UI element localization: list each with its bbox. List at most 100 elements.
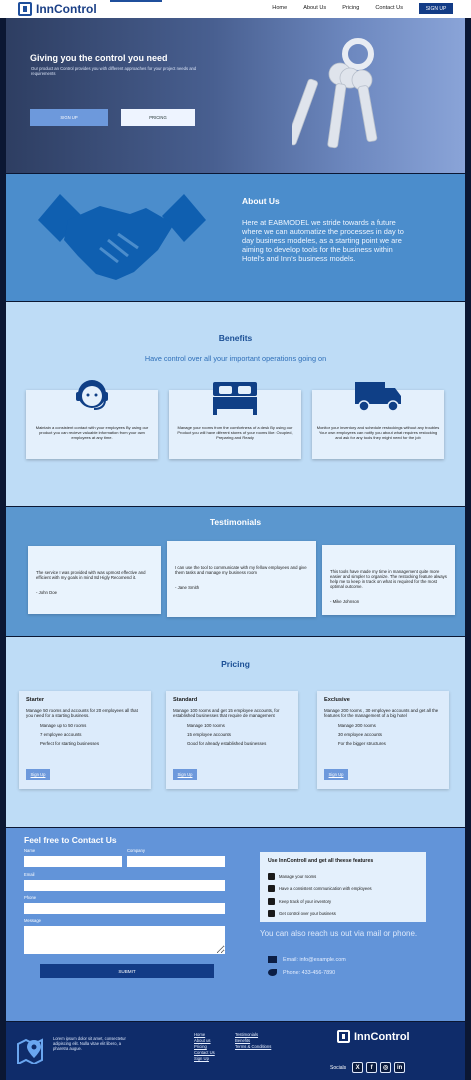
footer: Lorem ipsum dolor sit amet, consectetur … — [6, 1022, 465, 1080]
plan-signup-button[interactable]: Sign Up — [324, 769, 348, 780]
footer-link-contact[interactable]: Contact Us — [194, 1049, 215, 1055]
plan-feature: Good for already established businesses — [187, 741, 267, 747]
name-input[interactable] — [24, 856, 122, 867]
about-body: Here at EABMODEL we stride towards a fut… — [242, 218, 404, 263]
message-textarea[interactable] — [24, 926, 225, 954]
brand-name: InnControl — [36, 2, 97, 16]
pricing-card-exclusive: Exclusive Manage 200 rooms , 30 employee… — [317, 691, 449, 789]
nav-signup-button[interactable]: SIGN UP — [419, 3, 453, 14]
footer-link-pricing[interactable]: Pricing — [194, 1043, 207, 1049]
benefits-subtitle: Have control over all your important ope… — [144, 354, 327, 363]
contact-phone-text: Phone: 433-456-7890 — [283, 969, 336, 976]
plan-feature: 30 employee accounts — [338, 731, 382, 737]
plan-feature: Manage 200 rooms — [338, 722, 376, 728]
phone-icon — [268, 969, 277, 976]
feature-label: Have a consistent communication with emp… — [279, 886, 372, 892]
plan-feature: Manage 100 rooms — [187, 722, 225, 728]
testimonial-quote: This tools have made my time in manageme… — [330, 569, 447, 589]
nav-accent-strip — [110, 0, 162, 2]
testimonial-author: - Jane Smith — [175, 585, 200, 590]
footer-link-benefits[interactable]: Benefits — [235, 1037, 251, 1043]
plan-description: Manage 50 rooms and accounts for 20 empl… — [26, 708, 138, 719]
facebook-icon[interactable]: f — [366, 1062, 378, 1073]
nav-links: Home About Us Pricing Contact Us — [272, 5, 403, 11]
feature-label: Get control over your business — [279, 911, 336, 917]
footer-text: Lorem ipsum dolor sit amet, consectetur … — [53, 1036, 126, 1051]
linkedin-icon[interactable]: in — [394, 1062, 406, 1073]
company-label: Company — [127, 848, 145, 853]
contact-title: Feel free to Contact Us — [24, 835, 117, 845]
testimonial-author: - Mike Johnson — [330, 599, 360, 604]
hero-title: Giving you the control you need — [30, 53, 168, 63]
feature-label: Keep track of your inventory — [279, 898, 332, 904]
plan-feature: For the bigger structures — [338, 741, 386, 747]
footer-link-testimonials[interactable]: Testimonials — [235, 1032, 259, 1037]
nav-link-pricing[interactable]: Pricing — [342, 5, 360, 11]
hero-pricing-button[interactable]: PRICING — [121, 109, 195, 126]
benefits-title: Benefits — [218, 333, 253, 343]
plan-signup-button[interactable]: Sign Up — [173, 769, 197, 780]
benefit-text: Monitor your inventory and schedule rest… — [316, 425, 440, 440]
testimonials-section: Testimonials The service I was provided … — [6, 507, 465, 636]
benefits-section: Benefits Have control over all your impo… — [6, 302, 465, 506]
socials-label: Socials — [330, 1064, 347, 1071]
hero-subtitle: Our product an Control provides you with… — [31, 66, 197, 76]
email-input[interactable] — [24, 880, 225, 891]
socials: Socials X f ◎ in — [330, 1062, 406, 1073]
feature-item: Have a consistent communication with emp… — [268, 883, 418, 896]
inventory-icon — [268, 897, 275, 905]
feature-item: Keep track of your inventory — [268, 895, 418, 908]
plan-name: Exclusive — [324, 697, 350, 703]
feature-item: Get control over your business — [268, 908, 418, 921]
brand-logo-icon — [18, 2, 32, 16]
footer-brand[interactable]: InnControl — [337, 1030, 410, 1043]
nav-link-contact[interactable]: Contact Us — [375, 5, 403, 11]
benefit-card: Manage your rooms from the comfortness o… — [169, 382, 301, 459]
footer-links-col1: Home About us Pricing Contact Us Sign Up — [194, 1032, 215, 1062]
nav-link-about[interactable]: About Us — [303, 5, 327, 11]
testimonials-title: Testimonials — [209, 517, 262, 527]
hero-section: Giving you the control you need Our prod… — [6, 18, 465, 173]
footer-brand-name: InnControl — [354, 1030, 410, 1043]
control-icon — [268, 910, 275, 918]
about-section: About Us Here at EABMODEL we stride towa… — [6, 174, 465, 301]
top-navbar: InnControl Home About Us Pricing Contact… — [0, 0, 471, 18]
keys-illustration — [292, 38, 378, 149]
message-label: Message — [24, 918, 41, 923]
benefit-card: Maintain a consistent contact with your … — [26, 380, 158, 459]
reach-out-text: You can also reach us out via mail or ph… — [260, 929, 418, 938]
hero-signup-button[interactable]: SIGN UP — [30, 109, 108, 126]
footer-logo-icon — [337, 1030, 350, 1043]
contact-email[interactable]: Email: info@example.com — [268, 956, 346, 963]
plan-feature: Manage up to 50 rooms — [40, 722, 87, 728]
truck-icon — [355, 382, 401, 412]
footer-link-signup[interactable]: Sign Up — [194, 1055, 209, 1061]
plan-name: Starter — [26, 697, 45, 703]
nav-link-home[interactable]: Home — [272, 5, 288, 11]
plan-description: Manage 200 rooms , 30 employee accounts … — [324, 708, 439, 719]
contact-phone[interactable]: Phone: 433-456-7890 — [268, 969, 335, 976]
submit-button[interactable]: SUBMIT — [40, 964, 214, 978]
testimonial-quote: I can use the tool to communicate with m… — [175, 565, 307, 575]
footer-link-home[interactable]: Home — [194, 1032, 206, 1037]
brand-logo-link[interactable]: InnControl — [18, 2, 97, 16]
x-icon[interactable]: X — [352, 1062, 364, 1073]
phone-input[interactable] — [24, 903, 225, 914]
plan-feature: 15 employee accounts — [187, 731, 231, 737]
plan-signup-button[interactable]: Sign Up — [26, 769, 50, 780]
testimonial-card: The service I was provided with was upmo… — [28, 546, 161, 614]
benefit-text: Manage your rooms from the comfortness o… — [177, 425, 293, 440]
features-box: Use InnControll and get all theese featu… — [260, 852, 426, 922]
testimonial-card: This tools have made my time in manageme… — [322, 545, 455, 615]
plan-feature: Perfect for starting businesses — [40, 741, 100, 747]
pricing-card-starter: Starter Manage 50 rooms and accounts for… — [19, 691, 151, 789]
contact-email-text: Email: info@example.com — [283, 956, 346, 963]
communication-icon — [268, 885, 275, 893]
features-title: Use InnControll and get all theese featu… — [268, 858, 374, 864]
company-input[interactable] — [127, 856, 225, 867]
footer-link-about[interactable]: About us — [194, 1037, 211, 1043]
footer-links-col2: Testimonials Benefits Terms & Conditions — [235, 1032, 271, 1050]
footer-link-terms[interactable]: Terms & Conditions — [235, 1043, 272, 1049]
feature-item: Manage your rooms — [268, 870, 418, 883]
instagram-icon[interactable]: ◎ — [380, 1062, 392, 1073]
